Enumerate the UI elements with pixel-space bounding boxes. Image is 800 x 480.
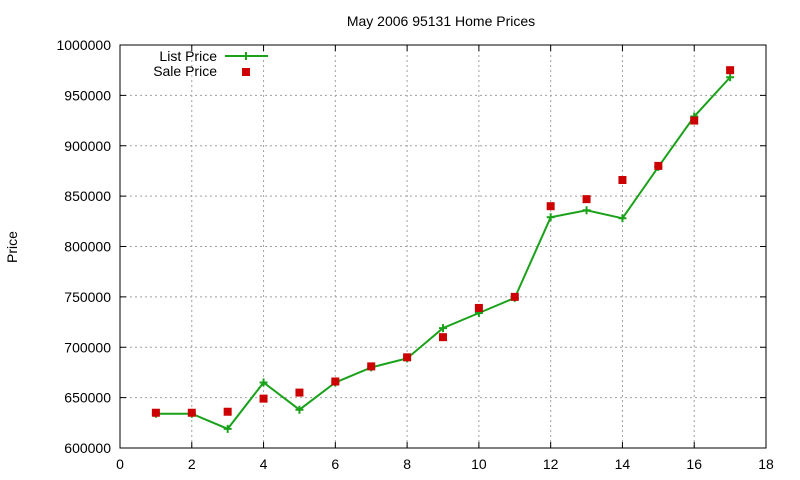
point-sale-price bbox=[187, 408, 196, 417]
point-sale-price bbox=[151, 408, 160, 417]
y-tick-label: 850000 bbox=[64, 188, 111, 204]
x-tick-label: 16 bbox=[686, 456, 702, 472]
point-sale-price bbox=[367, 362, 376, 371]
point-sale-price bbox=[439, 333, 447, 342]
legend-sale-price-label: Sale Price bbox=[153, 63, 217, 79]
legend-list-price-label: List Price bbox=[159, 48, 217, 64]
point-list-price bbox=[618, 214, 627, 223]
x-tick-label: 18 bbox=[758, 456, 774, 472]
y-ticks: 600000 650000 700000 750000 800000 850000 9000… bbox=[56, 37, 766, 456]
y-tick-label: 900000 bbox=[64, 138, 111, 154]
point-sale-price bbox=[690, 116, 699, 125]
x-ticks: 0 2 4 6 8 10 12 14 16 18 bbox=[116, 45, 774, 472]
x-tick-label: 12 bbox=[543, 456, 559, 472]
point-sale-price bbox=[618, 176, 627, 185]
y-tick-label: 950000 bbox=[64, 87, 111, 103]
y-tick-label: 650000 bbox=[64, 390, 111, 406]
x-tick-label: 4 bbox=[260, 456, 268, 472]
x-tick-label: 10 bbox=[471, 456, 487, 472]
point-list-price bbox=[726, 73, 735, 82]
point-sale-price bbox=[546, 202, 555, 211]
series-sale-price bbox=[151, 66, 735, 417]
point-sale-price bbox=[223, 407, 232, 416]
point-sale-price bbox=[331, 377, 340, 386]
point-sale-price bbox=[582, 195, 591, 204]
point-sale-price bbox=[403, 353, 412, 362]
point-list-price bbox=[259, 378, 268, 387]
x-tick-label: 8 bbox=[403, 456, 411, 472]
series-layer bbox=[151, 66, 735, 433]
point-sale-price bbox=[654, 161, 663, 170]
point-list-price bbox=[439, 324, 447, 333]
y-tick-label: 750000 bbox=[64, 289, 111, 305]
legend-list-price-marker bbox=[242, 52, 250, 60]
grid bbox=[120, 45, 766, 448]
y-tick-label: 700000 bbox=[64, 339, 111, 355]
y-axis-label: Price bbox=[4, 231, 20, 263]
x-tick-label: 6 bbox=[331, 456, 339, 472]
point-list-price bbox=[223, 424, 232, 433]
x-tick-label: 2 bbox=[188, 456, 196, 472]
y-tick-label: 800000 bbox=[64, 239, 111, 255]
point-list-price bbox=[295, 405, 304, 414]
point-sale-price bbox=[474, 303, 483, 312]
point-sale-price bbox=[726, 66, 735, 75]
point-sale-price bbox=[295, 388, 304, 397]
point-sale-price bbox=[259, 394, 268, 403]
x-tick-label: 0 bbox=[116, 456, 124, 472]
series-line-list-price bbox=[155, 76, 731, 431]
point-sale-price bbox=[510, 292, 519, 301]
point-list-price bbox=[582, 206, 591, 215]
point-list-price bbox=[546, 213, 555, 222]
x-tick-label: 14 bbox=[615, 456, 631, 472]
legend-sale-price-marker bbox=[242, 68, 250, 76]
chart-title: May 2006 95131 Home Prices bbox=[347, 13, 535, 29]
legend: List Price Sale Price bbox=[153, 48, 268, 79]
y-tick-label: 600000 bbox=[64, 440, 111, 456]
y-tick-label: 1000000 bbox=[56, 37, 111, 53]
series-list-price bbox=[151, 73, 735, 433]
